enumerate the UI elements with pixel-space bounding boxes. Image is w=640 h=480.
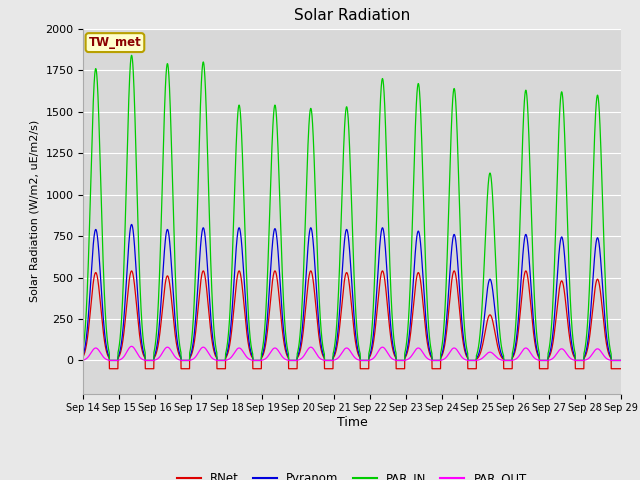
PAR_IN [470, 358, 478, 363]
Text: TW_met: TW_met [88, 36, 141, 49]
Pyranom [305, 230, 313, 236]
Pyranom [310, 244, 317, 250]
Y-axis label: Solar Radiation (W/m2, uE/m2/s): Solar Radiation (W/m2, uE/m2/s) [30, 120, 40, 302]
RNet [305, 272, 313, 277]
Title: Solar Radiation: Solar Radiation [294, 9, 410, 24]
RNet [470, 366, 478, 372]
RNet [335, 331, 343, 336]
X-axis label: Time: Time [337, 416, 367, 429]
Legend: RNet, Pyranom, PAR_IN, PAR_OUT: RNet, Pyranom, PAR_IN, PAR_OUT [172, 468, 532, 480]
PAR_IN [310, 143, 317, 148]
RNet [128, 268, 136, 274]
Line: RNet: RNet [83, 271, 621, 369]
Pyranom [601, 312, 609, 317]
RNet [106, 366, 113, 372]
PAR_OUT [617, 358, 625, 363]
PAR_OUT [305, 345, 313, 351]
PAR_IN [106, 358, 113, 363]
RNet [601, 327, 609, 333]
PAR_IN [128, 52, 136, 58]
PAR_OUT [601, 354, 609, 360]
RNet [574, 366, 582, 372]
PAR_IN [305, 116, 313, 122]
PAR_OUT [128, 344, 136, 349]
Line: PAR_IN: PAR_IN [83, 55, 621, 360]
Pyranom [574, 358, 582, 363]
Pyranom [617, 358, 625, 363]
Line: PAR_OUT: PAR_OUT [83, 347, 621, 360]
PAR_OUT [335, 354, 343, 360]
Pyranom [335, 318, 343, 324]
Pyranom [470, 358, 478, 363]
PAR_IN [79, 345, 87, 350]
Pyranom [79, 352, 87, 358]
PAR_OUT [470, 358, 478, 363]
RNet [79, 354, 87, 360]
RNet [310, 281, 317, 287]
PAR_IN [601, 258, 609, 264]
Pyranom [128, 222, 136, 228]
PAR_IN [574, 358, 582, 363]
PAR_OUT [310, 347, 317, 352]
PAR_OUT [574, 358, 582, 363]
Pyranom [106, 358, 113, 363]
Line: Pyranom: Pyranom [83, 225, 621, 360]
PAR_OUT [106, 358, 113, 363]
PAR_IN [617, 358, 625, 363]
PAR_OUT [79, 357, 87, 363]
PAR_IN [335, 280, 343, 286]
RNet [617, 366, 625, 372]
